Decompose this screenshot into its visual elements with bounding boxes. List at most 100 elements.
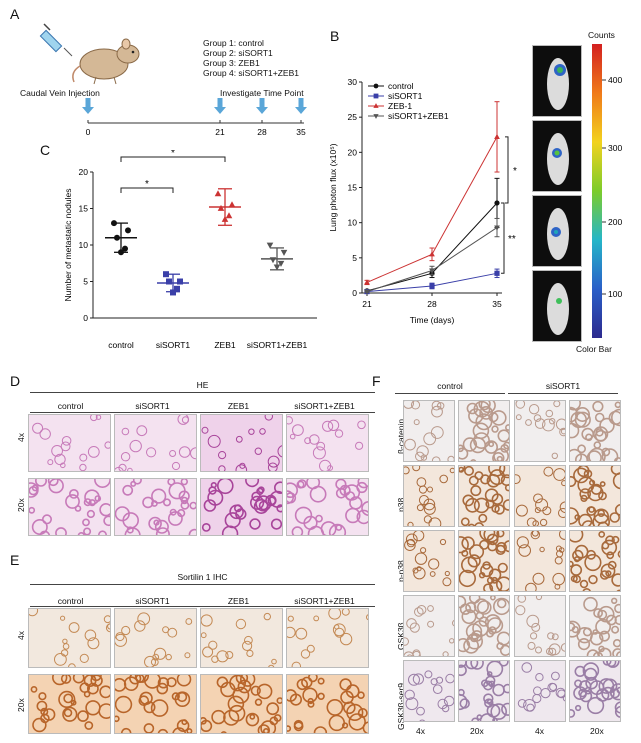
tissue-image — [403, 660, 455, 722]
d-col-combo: siSORT1+ZEB1 — [294, 401, 355, 411]
data-point — [166, 278, 172, 285]
tissue-image — [458, 660, 510, 722]
data-point — [125, 227, 131, 234]
tissue-image — [403, 595, 455, 657]
y-axis-label: Number of metastatic nodules — [63, 189, 73, 302]
tissue-image — [569, 595, 621, 657]
data-point — [170, 289, 176, 296]
x-category-label: ZEB1 — [214, 340, 236, 350]
e-col-sisort1: siSORT1 — [135, 596, 170, 606]
tissue-image — [28, 608, 111, 668]
data-point — [429, 268, 435, 274]
y-tick-label: 20 — [348, 147, 358, 157]
data-point — [114, 234, 120, 241]
significance-bracket — [505, 136, 509, 204]
panel-b-label: B — [330, 28, 340, 44]
svg-text:400: 400 — [608, 75, 622, 85]
tissue-image — [458, 530, 510, 592]
svg-text:300: 300 — [608, 143, 622, 153]
y-tick-label: 25 — [348, 112, 358, 122]
x-category-label: control — [108, 340, 134, 350]
legend-marker — [373, 93, 379, 99]
panel-e-label: E — [10, 552, 20, 568]
mouse-imaging-strip — [532, 45, 582, 345]
group-2: Group 2: siSORT1 — [203, 48, 273, 58]
data-point — [228, 201, 236, 208]
tissue-image — [114, 608, 197, 668]
significance-star: * — [513, 166, 517, 177]
tissue-image — [403, 400, 455, 462]
data-point — [364, 289, 370, 295]
injection-label: Caudal Vein Injection — [20, 88, 100, 98]
tissue-image — [200, 478, 283, 536]
tissue-image — [514, 660, 566, 722]
legend-marker — [373, 103, 379, 108]
tissue-image — [28, 674, 111, 734]
panel-d-rule — [30, 392, 375, 393]
y-axis-label: Lung photon flux (x10⁵) — [328, 143, 338, 231]
tissue-image — [514, 595, 566, 657]
tissue-image — [458, 400, 510, 462]
mouse-image-combo — [532, 270, 582, 342]
y-tick-label: 10 — [348, 218, 358, 228]
timeline-arrow-icon — [82, 98, 307, 114]
y-tick-label: 15 — [79, 204, 89, 214]
e-row-4x: 4x — [16, 631, 26, 640]
group-3: Group 3: ZEB1 — [203, 58, 260, 68]
nodules-scatter-chart: 0 5 10 15 20 Number of metastatic nodules cont… — [63, 150, 317, 350]
data-point — [429, 251, 435, 257]
panel-f-label: F — [372, 373, 381, 389]
data-point — [174, 285, 180, 292]
panel-e-title: Sortilin 1 IHC — [177, 572, 228, 582]
mouse-image-sisort1 — [532, 120, 582, 192]
d-row-4x: 4x — [16, 433, 26, 442]
tissue-image — [28, 414, 111, 472]
y-tick-label: 15 — [348, 183, 358, 193]
panel-d-label: D — [10, 373, 21, 389]
data-point — [273, 264, 281, 271]
syringe-icon — [39, 23, 73, 57]
y-tick-label: 20 — [79, 167, 89, 177]
panel-c-label: C — [40, 142, 51, 158]
f-mag-4: 20x — [590, 726, 604, 736]
tissue-image — [286, 478, 369, 536]
tissue-image — [200, 674, 283, 734]
data-point — [494, 270, 500, 276]
tissue-image — [114, 478, 197, 536]
y-tick-label: 30 — [348, 77, 358, 87]
significance-star: * — [145, 179, 149, 190]
timeline: 0 21 28 35 — [82, 98, 307, 137]
x-axis-label: Time (days) — [410, 315, 455, 325]
panel-e-rule — [30, 584, 375, 585]
f-mag-1: 4x — [416, 726, 425, 736]
significance-bracket — [120, 156, 226, 162]
tissue-image — [200, 608, 283, 668]
data-point — [122, 245, 128, 252]
tissue-image — [514, 530, 566, 592]
legend-marker — [373, 83, 379, 89]
tissue-image — [569, 465, 621, 527]
data-point — [217, 204, 225, 211]
data-point — [277, 260, 285, 267]
tick-28: 28 — [257, 127, 267, 137]
significance-bracket — [501, 202, 505, 274]
colorbar-title: Counts — [588, 30, 615, 40]
data-point — [494, 133, 500, 139]
svg-text:200: 200 — [608, 217, 622, 227]
x-tick-label: 21 — [362, 299, 372, 309]
y-tick-label: 5 — [83, 277, 88, 287]
f-mag-2: 20x — [470, 726, 484, 736]
tissue-image — [286, 608, 369, 668]
colorbar — [592, 44, 602, 338]
significance-bracket — [120, 187, 174, 193]
y-tick-label: 0 — [83, 313, 88, 323]
tissue-image — [458, 595, 510, 657]
e-col-combo: siSORT1+ZEB1 — [294, 596, 355, 606]
tissue-image — [114, 414, 197, 472]
tick-35: 35 — [296, 127, 306, 137]
x-tick-label: 28 — [427, 299, 437, 309]
f-group-control: control — [437, 381, 463, 391]
data-point — [221, 215, 229, 222]
d-row-20x: 20x — [16, 498, 26, 512]
d-col-zeb1: ZEB1 — [227, 401, 250, 411]
